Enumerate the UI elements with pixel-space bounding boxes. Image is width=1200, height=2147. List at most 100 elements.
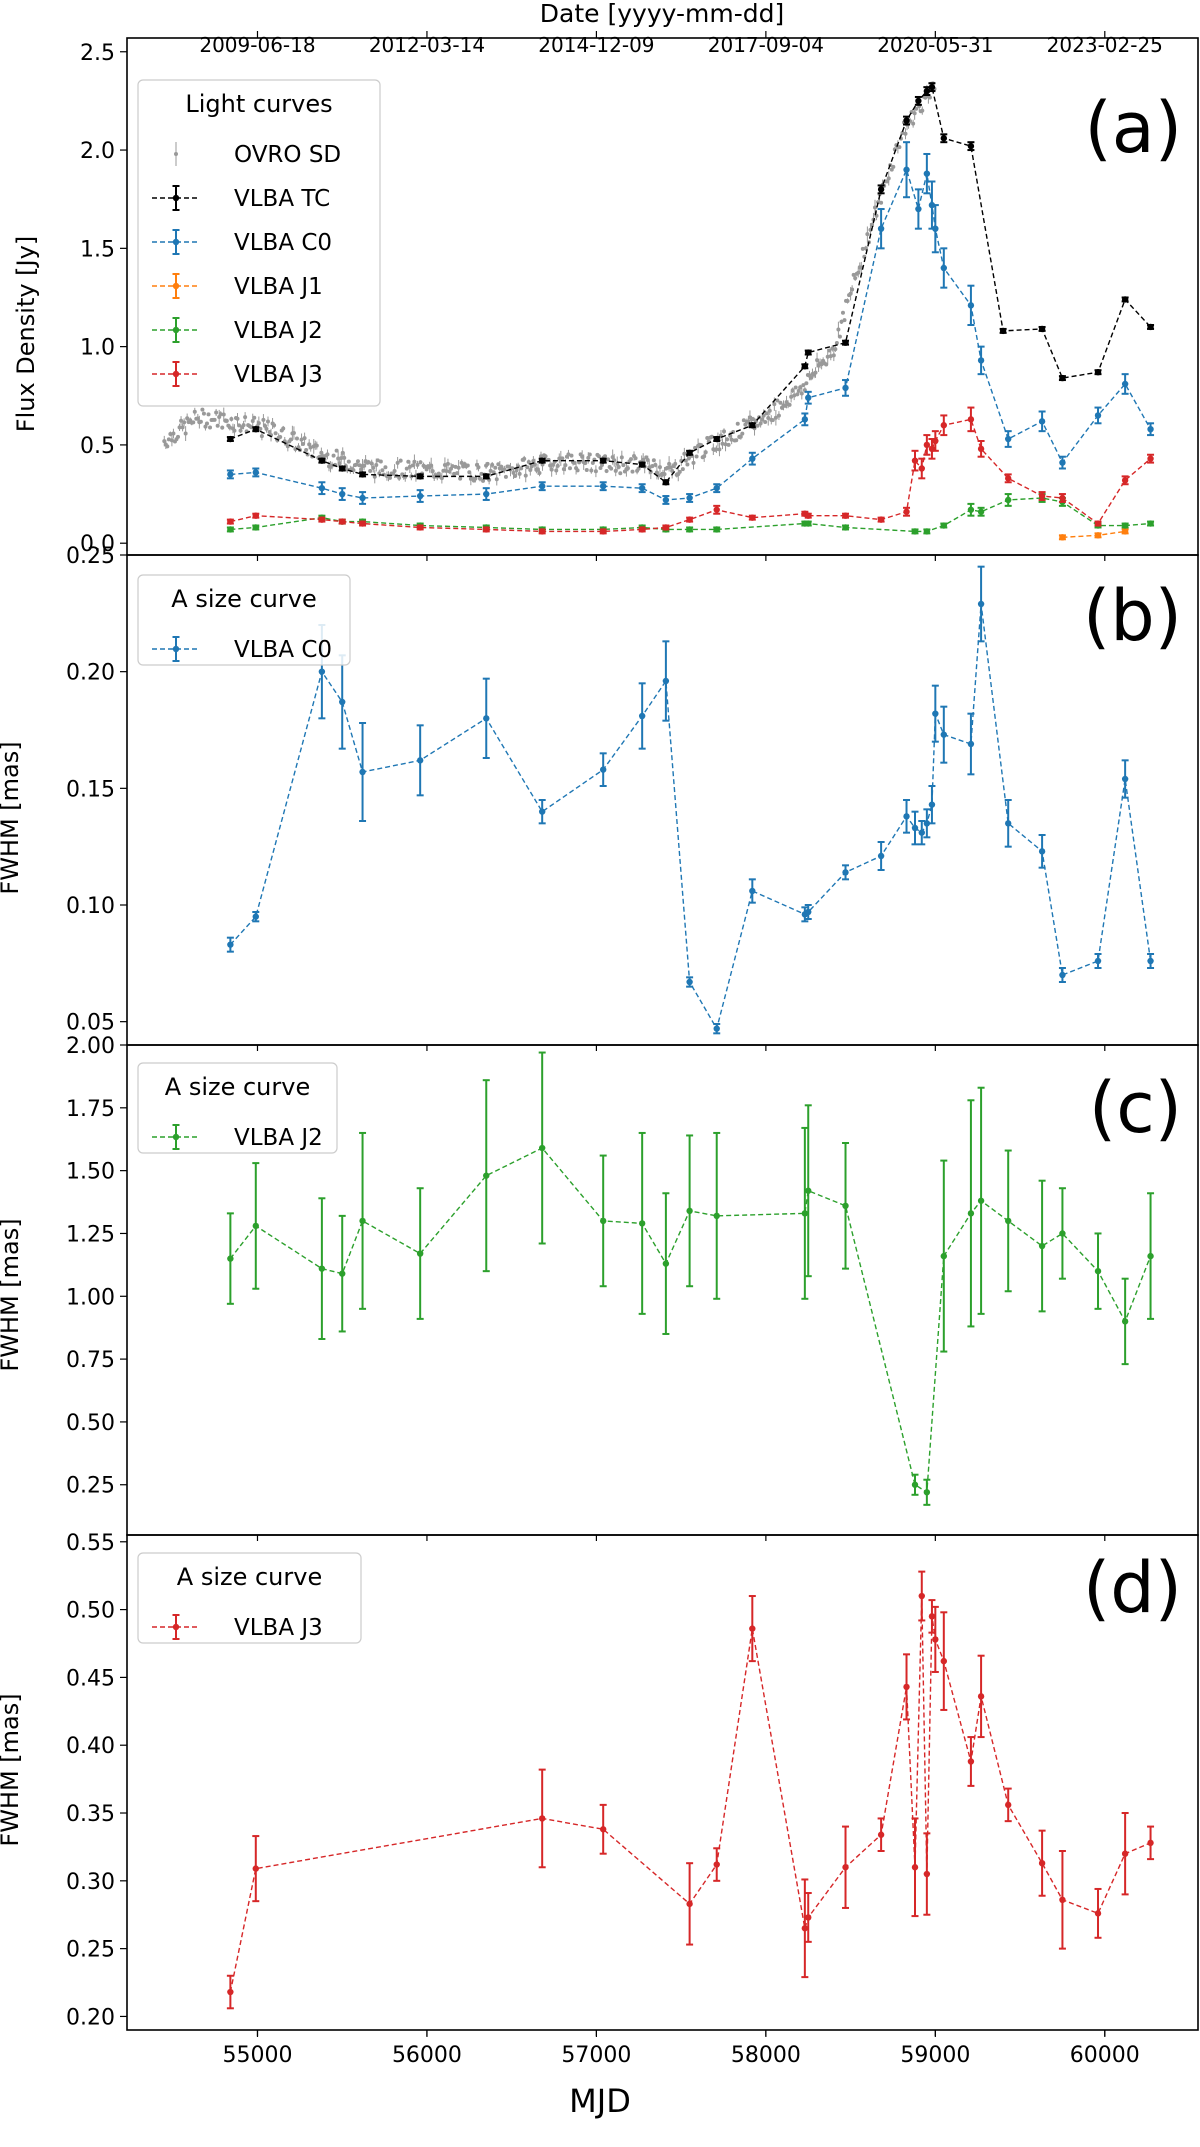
ovro-point — [787, 402, 792, 407]
ovro-point — [860, 246, 865, 251]
ovro-point — [459, 460, 464, 465]
y-tick-label: 0.25 — [66, 544, 115, 569]
data-point — [359, 471, 366, 478]
data-point — [918, 1592, 925, 1600]
ovro-point — [616, 464, 621, 469]
ovro-point — [580, 454, 585, 459]
y-tick-label: 2.00 — [66, 1034, 115, 1059]
ovro-point — [840, 310, 845, 315]
x-axis-label: MJD — [569, 2082, 631, 2120]
ovro-point — [165, 444, 170, 449]
ovro-point — [355, 459, 360, 464]
ovro-point — [267, 429, 272, 434]
ovro-point — [920, 108, 925, 113]
ovro-point — [549, 467, 554, 472]
ovro-point — [628, 457, 633, 462]
data-point — [686, 526, 693, 533]
data-point — [928, 801, 936, 808]
ovro-point — [522, 456, 527, 461]
legend-marker — [172, 238, 180, 246]
data-point — [1147, 957, 1154, 965]
ovro-point — [694, 454, 699, 459]
data-point — [805, 349, 812, 356]
ovro-point — [374, 462, 379, 467]
ovro-point — [836, 327, 841, 332]
ovro-point — [665, 465, 670, 470]
ovro-point — [885, 179, 890, 184]
ovro-point — [229, 417, 234, 422]
ovro-point — [177, 425, 182, 430]
ovro-point — [583, 461, 588, 466]
ovro-point — [458, 476, 463, 481]
ovro-point — [368, 468, 373, 473]
legend-title: A size curve — [171, 585, 316, 613]
data-point — [911, 1481, 919, 1488]
ovro-point — [773, 415, 778, 420]
ovro-point — [308, 445, 313, 450]
y-tick-label: 1.00 — [66, 1285, 115, 1310]
data-point — [932, 710, 939, 717]
ovro-point — [828, 354, 833, 359]
ovro-point — [598, 465, 603, 470]
data-point — [842, 1864, 849, 1871]
data-point — [483, 490, 490, 498]
data-point — [1147, 323, 1154, 331]
ovro-point — [232, 428, 237, 433]
ovro-point — [220, 425, 225, 430]
data-point — [1121, 477, 1129, 484]
ovro-point — [514, 468, 519, 473]
data-point — [686, 494, 693, 502]
data-point — [1038, 848, 1046, 855]
legend-title: A size curve — [165, 1073, 310, 1101]
data-point — [940, 522, 948, 529]
legend-marker — [172, 282, 180, 290]
ovro-point — [445, 461, 450, 466]
data-point — [1121, 775, 1129, 783]
ovro-point — [453, 464, 458, 469]
ovro-point — [252, 415, 257, 420]
ovro-point — [651, 458, 656, 463]
ovro-point — [476, 465, 481, 470]
ovro-point — [288, 437, 293, 442]
data-point — [1005, 1217, 1012, 1225]
ovro-point — [397, 475, 402, 480]
ovro-point — [572, 460, 577, 465]
ovro-point — [302, 436, 307, 441]
data-point — [967, 506, 975, 513]
y-tick-label: 2.0 — [80, 139, 115, 164]
y-tick-label: 0.20 — [66, 661, 115, 686]
ovro-point — [359, 467, 364, 472]
data-point — [801, 363, 809, 370]
data-point — [923, 170, 931, 177]
data-point — [227, 435, 234, 443]
ovro-point — [331, 453, 336, 458]
ovro-point — [179, 418, 184, 423]
ovro-point — [569, 453, 574, 458]
ovro-point — [613, 468, 618, 473]
data-point — [1094, 1910, 1102, 1917]
data-point — [359, 520, 366, 527]
data-point — [252, 913, 259, 920]
ovro-point — [873, 205, 878, 210]
ovro-point — [764, 411, 769, 416]
data-point — [977, 357, 985, 364]
ovro-point — [203, 424, 208, 429]
data-point — [359, 1217, 366, 1225]
data-point — [977, 508, 985, 515]
top-tick-label: 2023-02-25 — [1047, 33, 1163, 57]
ovro-point — [927, 95, 932, 100]
y-tick-label: 0.15 — [66, 777, 115, 802]
ovro-point — [301, 442, 306, 447]
data-point — [599, 766, 607, 773]
legend-marker — [172, 1623, 180, 1631]
data-point — [318, 484, 326, 492]
ovro-point — [798, 385, 803, 390]
ovro-point — [763, 419, 768, 424]
ovro-point — [900, 131, 905, 136]
data-point — [999, 327, 1007, 335]
ovro-point — [566, 452, 571, 457]
data-point — [805, 394, 812, 401]
data-point — [599, 1826, 607, 1833]
legend-title: A size curve — [177, 1563, 322, 1591]
y-tick-label: 2.5 — [80, 41, 115, 66]
